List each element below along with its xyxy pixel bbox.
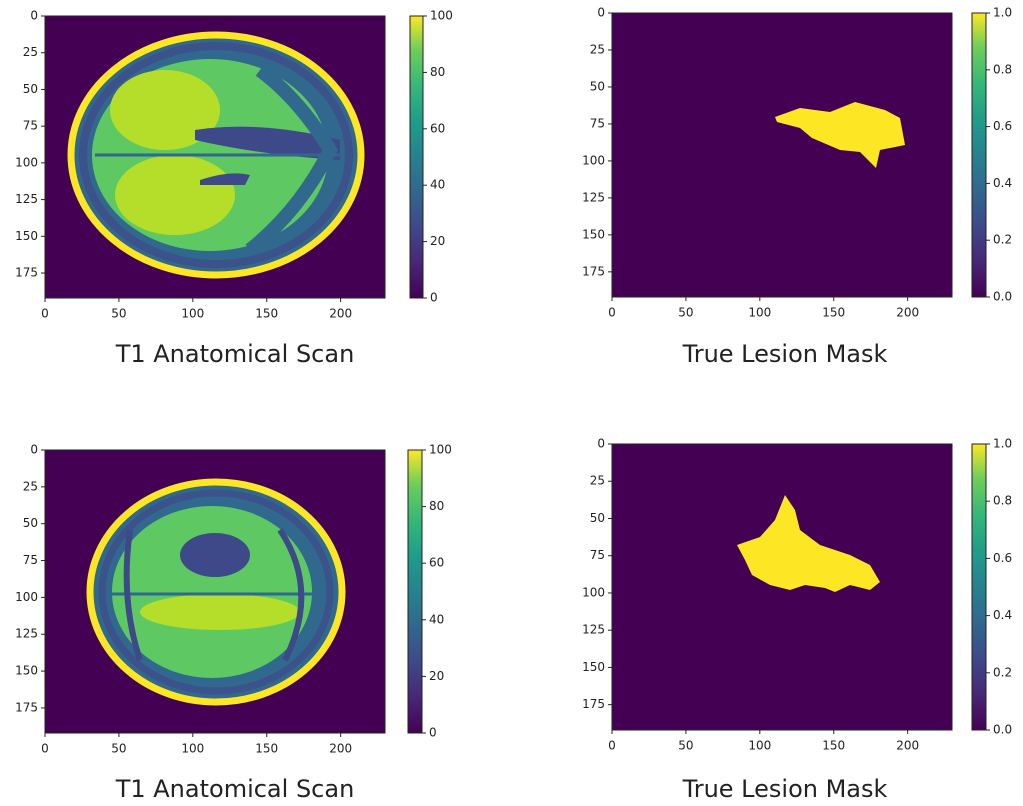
colorbar: [972, 13, 986, 297]
colorbar-tick-label: 0.4: [993, 176, 1012, 190]
colorbar-tick-label: 0: [430, 291, 438, 305]
y-tick-label: 100: [582, 153, 605, 167]
colorbar-tick-label: 0.6: [993, 119, 1012, 133]
x-tick-label: 150: [255, 742, 278, 756]
y-tick-label: 100: [582, 585, 605, 599]
colorbar-tick-label: 0.4: [993, 608, 1012, 622]
y-tick-label: 175: [15, 700, 38, 714]
y-tick-label: 175: [582, 697, 605, 711]
x-tick-label: 150: [822, 306, 845, 320]
y-tick-label: 75: [23, 553, 38, 567]
x-tick-label: 100: [181, 307, 204, 321]
y-tick-label: 125: [582, 623, 605, 637]
figure: 0501001502000255075100125150175020406080…: [0, 0, 1023, 806]
colorbar-tick-label: 0.8: [993, 62, 1012, 76]
y-tick-label: 75: [23, 119, 38, 133]
colorbar-tick-label: 0.2: [993, 665, 1012, 679]
colorbar-tick-label: 80: [429, 499, 444, 513]
colorbar-tick-label: 100: [430, 9, 453, 23]
x-tick-label: 50: [678, 739, 693, 753]
x-tick-label: 50: [678, 306, 693, 320]
x-tick-label: 150: [822, 739, 845, 753]
colorbar-tick-label: 40: [429, 612, 444, 626]
y-tick-label: 50: [590, 511, 605, 525]
brain-image: [45, 16, 385, 298]
y-tick-label: 75: [590, 548, 605, 562]
x-tick-label: 100: [748, 306, 771, 320]
colorbar-tick-label: 1.0: [993, 6, 1012, 20]
y-tick-label: 125: [582, 190, 605, 204]
colorbar-tick-label: 1.0: [993, 437, 1012, 451]
y-tick-label: 100: [15, 155, 38, 169]
colorbar-tick-label: 60: [430, 121, 445, 135]
y-tick-label: 75: [590, 116, 605, 130]
y-tick-label: 150: [15, 664, 38, 678]
y-tick-label: 0: [30, 9, 38, 23]
colorbar-tick-label: 40: [430, 178, 445, 192]
brain-image: [45, 450, 385, 733]
colorbar-tick-label: 0.8: [993, 494, 1012, 508]
y-tick-label: 125: [15, 627, 38, 641]
x-tick-label: 0: [41, 307, 49, 321]
x-tick-label: 150: [255, 307, 278, 321]
x-tick-label: 0: [608, 306, 616, 320]
y-tick-label: 175: [582, 264, 605, 278]
mask-background: [612, 13, 952, 297]
panel-caption: True Lesion Mask: [682, 775, 888, 803]
x-tick-label: 50: [111, 742, 126, 756]
x-tick-label: 100: [181, 742, 204, 756]
x-tick-label: 50: [111, 307, 126, 321]
y-tick-label: 50: [590, 79, 605, 93]
y-tick-label: 125: [15, 192, 38, 206]
x-tick-label: 200: [896, 306, 919, 320]
colorbar-tick-label: 0.0: [993, 723, 1012, 737]
y-tick-label: 25: [23, 479, 38, 493]
colorbar: [410, 16, 423, 298]
y-tick-label: 0: [30, 443, 38, 457]
y-tick-label: 25: [590, 42, 605, 56]
y-tick-label: 0: [597, 6, 605, 20]
colorbar-tick-label: 0.6: [993, 551, 1012, 565]
y-tick-label: 100: [15, 590, 38, 604]
y-tick-label: 50: [23, 516, 38, 530]
panel-caption: T1 Anatomical Scan: [115, 775, 355, 803]
colorbar-tick-label: 0.0: [993, 290, 1012, 304]
panel-caption: T1 Anatomical Scan: [115, 340, 355, 368]
colorbar-tick-label: 20: [429, 669, 444, 683]
x-tick-label: 200: [329, 742, 352, 756]
x-tick-label: 0: [608, 739, 616, 753]
x-tick-label: 200: [329, 307, 352, 321]
colorbar-tick-label: 100: [429, 443, 452, 457]
colorbar-tick-label: 60: [429, 556, 444, 570]
colorbar-tick-label: 80: [430, 65, 445, 79]
colorbar: [408, 450, 422, 733]
y-tick-label: 150: [582, 660, 605, 674]
y-tick-label: 175: [15, 266, 38, 280]
y-tick-label: 0: [597, 437, 605, 451]
y-tick-label: 50: [23, 82, 38, 96]
x-tick-label: 200: [896, 739, 919, 753]
y-tick-label: 150: [15, 229, 38, 243]
panel-caption: True Lesion Mask: [682, 340, 888, 368]
colorbar: [972, 444, 986, 730]
x-tick-label: 0: [41, 742, 49, 756]
colorbar-tick-label: 0: [429, 726, 437, 740]
x-tick-label: 100: [748, 739, 771, 753]
y-tick-label: 25: [23, 45, 38, 59]
y-tick-label: 150: [582, 227, 605, 241]
colorbar-tick-label: 20: [430, 234, 445, 248]
colorbar-tick-label: 0.2: [993, 233, 1012, 247]
y-tick-label: 25: [590, 474, 605, 488]
